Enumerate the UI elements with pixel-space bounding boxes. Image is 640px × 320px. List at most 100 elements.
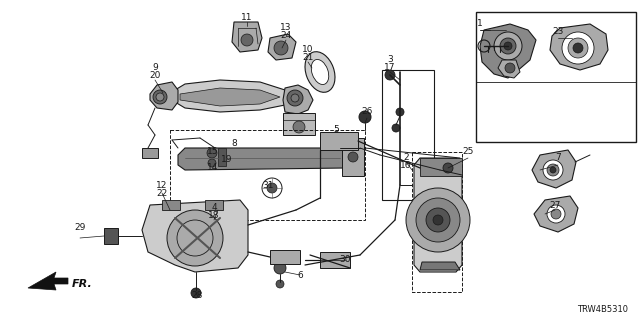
Text: 6: 6 xyxy=(297,270,303,279)
Bar xyxy=(320,132,358,150)
Text: 19: 19 xyxy=(221,156,233,164)
Circle shape xyxy=(241,34,253,46)
Text: 5: 5 xyxy=(333,125,339,134)
Bar xyxy=(270,250,300,264)
Bar xyxy=(412,152,462,292)
Circle shape xyxy=(191,288,201,298)
Text: 22: 22 xyxy=(156,188,168,197)
Text: 13: 13 xyxy=(280,23,292,33)
Circle shape xyxy=(359,111,371,123)
Text: 14: 14 xyxy=(207,164,219,172)
Circle shape xyxy=(504,42,512,50)
Polygon shape xyxy=(480,24,536,78)
Bar xyxy=(218,148,226,166)
Bar xyxy=(162,200,180,210)
Bar xyxy=(170,130,365,220)
Text: 2: 2 xyxy=(403,154,409,163)
Polygon shape xyxy=(268,34,296,60)
Text: 30: 30 xyxy=(339,255,351,265)
Polygon shape xyxy=(170,80,290,112)
Text: 25: 25 xyxy=(462,148,474,156)
Circle shape xyxy=(274,41,288,55)
Polygon shape xyxy=(232,22,262,52)
Text: 20: 20 xyxy=(149,71,161,81)
Polygon shape xyxy=(283,85,313,114)
Text: 16: 16 xyxy=(400,162,412,171)
Polygon shape xyxy=(142,200,248,272)
Text: FR.: FR. xyxy=(72,279,93,289)
Polygon shape xyxy=(550,24,608,70)
Bar xyxy=(320,252,350,268)
Polygon shape xyxy=(532,150,576,188)
Text: TRW4B5310: TRW4B5310 xyxy=(577,305,628,314)
Circle shape xyxy=(500,38,516,54)
Bar xyxy=(382,70,434,200)
Circle shape xyxy=(293,121,305,133)
Text: 9: 9 xyxy=(152,63,158,73)
Circle shape xyxy=(348,152,358,162)
Text: 29: 29 xyxy=(74,223,86,233)
Circle shape xyxy=(550,167,556,173)
Text: 7: 7 xyxy=(555,154,561,163)
Circle shape xyxy=(568,38,588,58)
Text: 1: 1 xyxy=(477,20,483,28)
Circle shape xyxy=(385,70,395,80)
Text: 23: 23 xyxy=(552,28,564,36)
Circle shape xyxy=(416,198,460,242)
Circle shape xyxy=(207,148,217,158)
Circle shape xyxy=(167,210,223,266)
Circle shape xyxy=(208,159,216,167)
Ellipse shape xyxy=(311,60,329,84)
Text: 10: 10 xyxy=(302,45,314,54)
Ellipse shape xyxy=(305,52,335,92)
Bar xyxy=(205,200,223,210)
Circle shape xyxy=(573,43,583,53)
Circle shape xyxy=(267,183,277,193)
Polygon shape xyxy=(28,272,68,290)
Polygon shape xyxy=(150,82,178,110)
Text: 26: 26 xyxy=(362,108,372,116)
Polygon shape xyxy=(414,158,462,272)
Circle shape xyxy=(426,208,450,232)
Circle shape xyxy=(392,124,400,132)
Bar xyxy=(342,138,364,176)
Circle shape xyxy=(406,188,470,252)
Bar xyxy=(476,12,636,142)
Text: 21: 21 xyxy=(302,53,314,62)
Text: 11: 11 xyxy=(241,13,253,22)
Text: 31: 31 xyxy=(262,180,274,189)
Polygon shape xyxy=(498,60,520,78)
Circle shape xyxy=(153,90,167,104)
Circle shape xyxy=(274,262,286,274)
Circle shape xyxy=(505,63,515,73)
Text: 24: 24 xyxy=(280,31,292,41)
Bar xyxy=(420,158,462,176)
Circle shape xyxy=(562,32,594,64)
Text: 3: 3 xyxy=(387,55,393,65)
Circle shape xyxy=(156,93,164,101)
Circle shape xyxy=(547,205,565,223)
Circle shape xyxy=(291,94,299,102)
Circle shape xyxy=(547,164,559,176)
Text: 28: 28 xyxy=(191,291,203,300)
Circle shape xyxy=(551,209,561,219)
Circle shape xyxy=(494,32,522,60)
Polygon shape xyxy=(534,196,578,232)
Polygon shape xyxy=(180,88,280,106)
Polygon shape xyxy=(178,148,350,170)
Text: 15: 15 xyxy=(207,148,219,156)
Circle shape xyxy=(433,215,443,225)
Polygon shape xyxy=(283,113,315,135)
Text: 4: 4 xyxy=(211,204,217,212)
Text: 27: 27 xyxy=(549,201,561,210)
Text: 18: 18 xyxy=(208,212,220,220)
Bar xyxy=(104,228,118,244)
Circle shape xyxy=(276,280,284,288)
Circle shape xyxy=(287,90,303,106)
Circle shape xyxy=(543,160,563,180)
Polygon shape xyxy=(142,148,158,158)
Circle shape xyxy=(443,163,453,173)
Text: 17: 17 xyxy=(384,63,396,73)
Circle shape xyxy=(396,108,404,116)
Polygon shape xyxy=(420,262,460,270)
